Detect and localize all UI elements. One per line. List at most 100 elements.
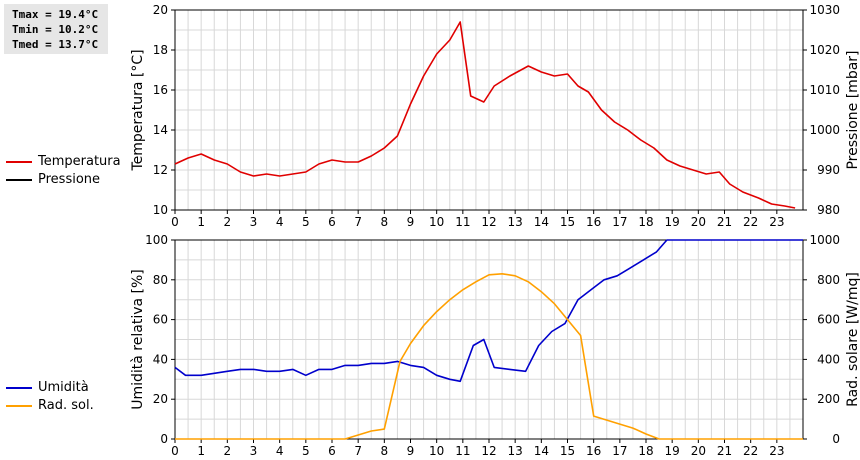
x-tick-label: 4 — [276, 444, 284, 458]
y2-tick-label: 200 — [817, 392, 840, 406]
x-tick-label: 13 — [508, 444, 523, 458]
x-tick-label: 18 — [638, 215, 653, 229]
x-tick-label: 7 — [354, 444, 362, 458]
x-tick-label: 7 — [354, 215, 362, 229]
series-line-temperatura — [174, 21, 796, 209]
y2-tick-label: 800 — [817, 273, 840, 287]
x-tick-label: 8 — [381, 215, 389, 229]
x-tick-label: 3 — [250, 444, 258, 458]
x-tick-label: 10 — [429, 444, 444, 458]
legend-label-radiation: Rad. sol. — [38, 398, 94, 413]
x-tick-label: 21 — [717, 444, 732, 458]
y2-tick-label: 400 — [817, 352, 840, 366]
legend-bottom: Umidità Rad. sol. — [4, 379, 94, 415]
legend-label-temperature: Temperatura — [38, 154, 121, 169]
y-tick-label: 40 — [153, 352, 168, 366]
x-tick-label: 11 — [455, 215, 470, 229]
stat-tmax: Tmax = 19.4°C — [12, 8, 99, 21]
x-tick-label: 8 — [381, 444, 389, 458]
x-tick-label: 0 — [171, 444, 179, 458]
x-tick-label: 20 — [691, 215, 706, 229]
y-axis-label: Temperatura [°C] — [130, 49, 146, 171]
y-tick-label: 80 — [153, 273, 168, 287]
x-tick-label: 1 — [197, 444, 205, 458]
legend-item-humidity: Umidità — [4, 379, 94, 397]
y-tick-label: 14 — [153, 123, 168, 137]
x-tick-label: 4 — [276, 215, 284, 229]
legend-swatch-pressure — [6, 179, 32, 181]
x-tick-label: 15 — [560, 215, 575, 229]
y2-tick-label: 1010 — [809, 83, 840, 97]
legend-swatch-humidity — [6, 387, 32, 389]
x-tick-label: 13 — [508, 215, 523, 229]
x-tick-label: 19 — [665, 215, 680, 229]
x-tick-label: 12 — [481, 215, 496, 229]
y2-axis-label: Pressione [mbar] — [845, 50, 860, 169]
panel-1: 0 1 2 3 4 5 6 7 8 9 10 11 12 13 14 15 16 17 18 19 20 21 22 2310… — [130, 3, 860, 229]
x-tick-label: 15 — [560, 444, 575, 458]
x-tick-label: 2 — [224, 444, 232, 458]
y-tick-label: 60 — [153, 313, 168, 327]
stat-tmed: Tmed = 13.7°C — [12, 38, 99, 51]
y2-tick-label: 1000 — [809, 233, 840, 247]
y2-tick-label: 0 — [832, 432, 840, 446]
legend-swatch-radiation — [6, 405, 32, 407]
x-tick-label: 0 — [171, 215, 179, 229]
x-tick-label: 16 — [586, 444, 601, 458]
legend-item-temperature: Temperatura — [4, 153, 121, 171]
stat-tmin: Tmin = 10.2°C — [12, 23, 99, 36]
x-tick-label: 3 — [250, 215, 258, 229]
x-tick-label: 17 — [612, 444, 627, 458]
x-tick-label: 6 — [328, 444, 336, 458]
x-tick-label: 17 — [612, 215, 627, 229]
x-tick-label: 14 — [534, 215, 549, 229]
x-tick-label: 16 — [586, 215, 601, 229]
x-tick-label: 9 — [407, 215, 415, 229]
x-tick-label: 23 — [769, 215, 784, 229]
y-tick-label: 20 — [153, 3, 168, 17]
y2-axis-label: Rad. solare [W/mq] — [845, 272, 860, 407]
legend-item-radiation: Rad. sol. — [4, 397, 94, 415]
y2-tick-label: 980 — [817, 203, 840, 217]
y-tick-label: 18 — [153, 43, 168, 57]
y2-tick-label: 1020 — [809, 43, 840, 57]
x-tick-label: 5 — [302, 215, 310, 229]
panel-2: 0 1 2 3 4 5 6 7 8 9 10 11 12 13 14 15 16 17 18 19 20 21 22 2302… — [130, 233, 860, 458]
x-tick-label: 6 — [328, 215, 336, 229]
legend-swatch-temperature — [6, 161, 32, 163]
legend-item-pressure: Pressione — [4, 171, 121, 189]
y-tick-label: 16 — [153, 83, 168, 97]
legend-label-humidity: Umidità — [38, 380, 89, 395]
x-tick-label: 10 — [429, 215, 444, 229]
x-tick-label: 2 — [224, 215, 232, 229]
x-tick-label: 20 — [691, 444, 706, 458]
x-tick-label: 5 — [302, 444, 310, 458]
y-tick-label: 10 — [153, 203, 168, 217]
x-tick-label: 12 — [481, 444, 496, 458]
y2-tick-label: 1000 — [809, 123, 840, 137]
y-tick-label: 0 — [160, 432, 168, 446]
y-tick-label: 12 — [153, 163, 168, 177]
y2-tick-label: 1030 — [809, 3, 840, 17]
stats-box: Tmax = 19.4°C Tmin = 10.2°C Tmed = 13.7°… — [4, 4, 108, 54]
x-tick-label: 14 — [534, 444, 549, 458]
legend-label-pressure: Pressione — [38, 172, 101, 187]
legend-top: Temperatura Pressione — [4, 153, 121, 189]
series-line-rad-sol — [175, 272, 803, 440]
x-tick-label: 22 — [743, 215, 758, 229]
x-tick-label: 22 — [743, 444, 758, 458]
series-line-umidit — [174, 239, 803, 383]
y-tick-label: 20 — [153, 392, 168, 406]
x-tick-label: 21 — [717, 215, 732, 229]
x-tick-label: 18 — [638, 444, 653, 458]
x-tick-label: 1 — [197, 215, 205, 229]
x-tick-label: 11 — [455, 444, 470, 458]
x-tick-label: 9 — [407, 444, 415, 458]
y2-tick-label: 990 — [817, 163, 840, 177]
y-axis-label: Umidità relativa [%] — [130, 269, 146, 410]
x-tick-label: 19 — [665, 444, 680, 458]
x-tick-label: 23 — [769, 444, 784, 458]
y-tick-label: 100 — [145, 233, 168, 247]
y2-tick-label: 600 — [817, 313, 840, 327]
